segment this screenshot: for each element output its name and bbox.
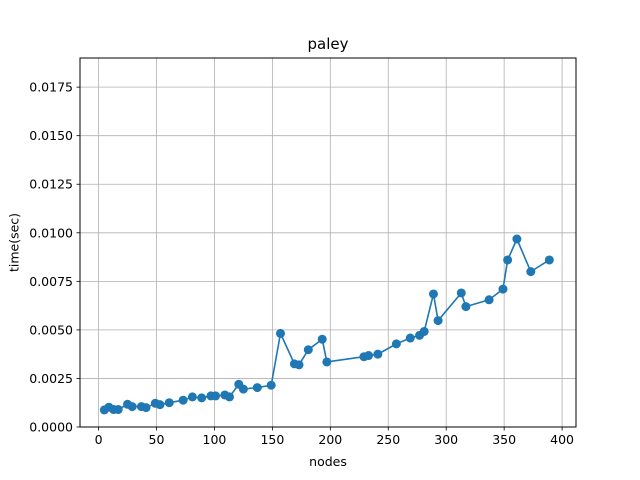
y-tick-label: 0.0000 bbox=[29, 420, 73, 435]
y-tick-label: 0.0025 bbox=[29, 371, 73, 386]
y-tick-label: 0.0125 bbox=[29, 177, 73, 192]
data-point bbox=[113, 405, 123, 415]
data-point bbox=[484, 295, 494, 305]
y-tick-label: 0.0075 bbox=[29, 274, 73, 289]
data-point bbox=[187, 392, 197, 402]
data-point bbox=[178, 395, 188, 405]
data-point bbox=[211, 391, 221, 401]
data-point bbox=[373, 349, 383, 359]
data-point bbox=[391, 339, 401, 349]
data-point bbox=[317, 334, 327, 344]
data-point bbox=[322, 357, 332, 367]
data-point bbox=[456, 288, 466, 298]
data-point bbox=[197, 393, 207, 403]
y-tick-label: 0.0150 bbox=[29, 128, 73, 143]
x-tick-label: 50 bbox=[149, 432, 165, 447]
data-point bbox=[419, 326, 429, 336]
y-tick-label: 0.0050 bbox=[29, 322, 73, 337]
grid bbox=[80, 58, 576, 428]
data-point bbox=[405, 333, 415, 343]
data-point bbox=[461, 302, 471, 312]
data-point bbox=[225, 392, 234, 402]
data-point bbox=[433, 316, 443, 326]
data-point bbox=[294, 360, 304, 370]
data-point bbox=[503, 255, 513, 265]
data-point bbox=[303, 345, 313, 355]
x-tick-label: 350 bbox=[492, 432, 516, 447]
plot-frame bbox=[79, 57, 577, 428]
x-tick-label: 250 bbox=[376, 432, 400, 447]
data-point bbox=[364, 351, 374, 361]
x-tick-label: 400 bbox=[550, 432, 574, 447]
data-point bbox=[498, 284, 508, 294]
data-point bbox=[155, 400, 165, 410]
series-layer bbox=[99, 234, 554, 415]
data-point bbox=[252, 383, 262, 393]
y-tick-label: 0.0100 bbox=[29, 225, 73, 240]
x-tick-label: 200 bbox=[318, 432, 342, 447]
y-tick-label: 0.0175 bbox=[29, 80, 73, 95]
ticks: 0 50 100 150 200 250 300 350 400 0.0000 0.0025 0.00… bbox=[29, 80, 574, 447]
x-tick-label: 100 bbox=[203, 432, 227, 447]
data-point bbox=[141, 403, 151, 413]
data-point bbox=[127, 402, 137, 412]
x-axis-label: nodes bbox=[309, 454, 347, 469]
chart-title: paley bbox=[308, 35, 349, 53]
x-tick-label: 300 bbox=[434, 432, 458, 447]
data-point bbox=[266, 380, 276, 390]
data-point bbox=[512, 234, 522, 244]
x-tick-label: 150 bbox=[260, 432, 284, 447]
y-axis-label: time(sec) bbox=[6, 213, 21, 272]
data-point bbox=[238, 384, 248, 394]
x-tick-label: 0 bbox=[95, 432, 103, 447]
data-point bbox=[428, 289, 438, 299]
data-point bbox=[164, 398, 174, 408]
data-point bbox=[526, 267, 536, 277]
data-point bbox=[544, 255, 554, 265]
data-point bbox=[275, 328, 285, 338]
